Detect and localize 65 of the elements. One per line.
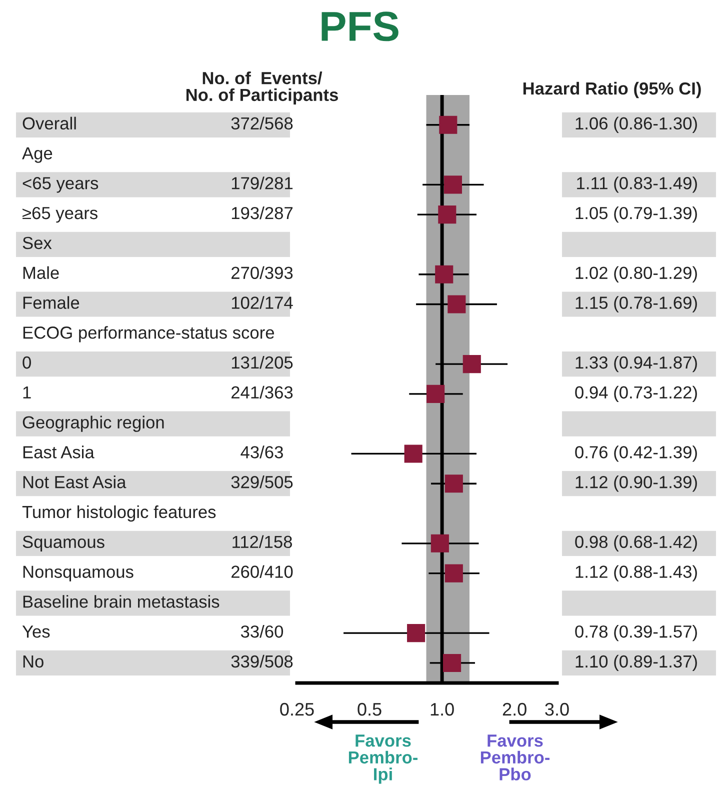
y-tick-label: Male — [23, 266, 59, 280]
point — [444, 564, 463, 582]
text: 193/287 — [232, 206, 293, 220]
point — [444, 176, 462, 194]
y-tick-label: Tumor histologic features — [22, 505, 216, 522]
chart-title: PFS — [322, 12, 398, 42]
text: Favors Pembro- Ipi — [348, 734, 418, 784]
x-tick-label: 3.0 — [545, 702, 569, 716]
point — [426, 384, 445, 403]
data-label: 0.94 (0.73-1.22) — [575, 386, 697, 402]
text: Favors Pembro- Pbo — [480, 734, 550, 780]
y-tick-label: 0 — [22, 356, 31, 369]
text: 102/174 — [232, 296, 293, 309]
data-label: 0.78 (0.39-1.57) — [575, 624, 697, 642]
y-tick-label: ECOG performance-status score — [23, 326, 274, 342]
y-tick-label: Nonsquamous — [23, 566, 134, 582]
annotation: No. of Events/ No. of Participants — [186, 72, 338, 104]
data-label: 0.98 (0.68-1.42) — [575, 535, 697, 552]
text: 339/508 — [231, 654, 293, 668]
y-tick-label: Squamous — [22, 536, 104, 552]
text: 33/60 — [240, 624, 284, 638]
x-tick-label: 1.0 — [430, 702, 454, 716]
y-tick-label: Age — [22, 147, 52, 163]
data-label: 1.02 (0.80-1.29) — [576, 266, 697, 282]
data-label: 1.12 (0.88-1.43) — [576, 565, 697, 582]
text: 43/63 — [240, 446, 283, 458]
text: 372/568 — [231, 116, 293, 130]
point — [435, 265, 454, 284]
y-tick-label: Sex — [22, 236, 52, 250]
y-tick-label: Not East Asia — [23, 476, 126, 488]
y-tick-label: No — [23, 656, 44, 668]
y-tick-label: ≥65 years — [22, 206, 98, 223]
text: 131/205 — [232, 356, 293, 369]
data-label: 1.12 (0.90-1.39) — [576, 476, 697, 492]
data-label: 1.10 (0.89-1.37) — [576, 654, 697, 672]
data-label: 1.33 (0.94-1.87) — [576, 356, 697, 372]
data-label: 1.15 (0.78-1.69) — [576, 296, 697, 312]
y-tick-label: Overall — [22, 116, 76, 130]
data-label: 0.76 (0.42-1.39) — [575, 446, 697, 462]
point — [448, 295, 466, 314]
point — [444, 474, 463, 493]
y-tick-label: <65 years — [22, 177, 98, 193]
y-tick-label: Geographic region — [22, 416, 164, 432]
text: 112/158 — [232, 535, 292, 548]
data-label: 1.05 (0.79-1.39) — [576, 206, 697, 223]
y-tick-label: Baseline brain metastasis — [23, 595, 220, 608]
text: 241/363 — [232, 386, 293, 399]
y-tick-label: Female — [23, 296, 80, 309]
point — [439, 116, 458, 134]
y-tick-label: East Asia — [23, 446, 94, 458]
point — [430, 534, 449, 552]
text: 270/393 — [232, 266, 293, 280]
annotation: Hazard Ratio (95% CI) — [523, 82, 701, 98]
x-tick-label: 0.25 — [280, 702, 314, 716]
point — [438, 206, 456, 224]
text: 179/281 — [232, 176, 293, 190]
y-tick-label: Yes — [22, 626, 50, 638]
point — [442, 654, 462, 672]
text: 329/505 — [231, 476, 293, 488]
data-label: 1.06 (0.86-1.30) — [576, 116, 697, 133]
x-tick-label: 0.5 — [358, 702, 382, 716]
x-tick-label: 2.0 — [502, 702, 526, 716]
text: 260/410 — [232, 565, 293, 578]
y-tick-label: 1 — [23, 386, 31, 398]
data-label: 1.11 (0.83-1.49) — [577, 176, 697, 193]
